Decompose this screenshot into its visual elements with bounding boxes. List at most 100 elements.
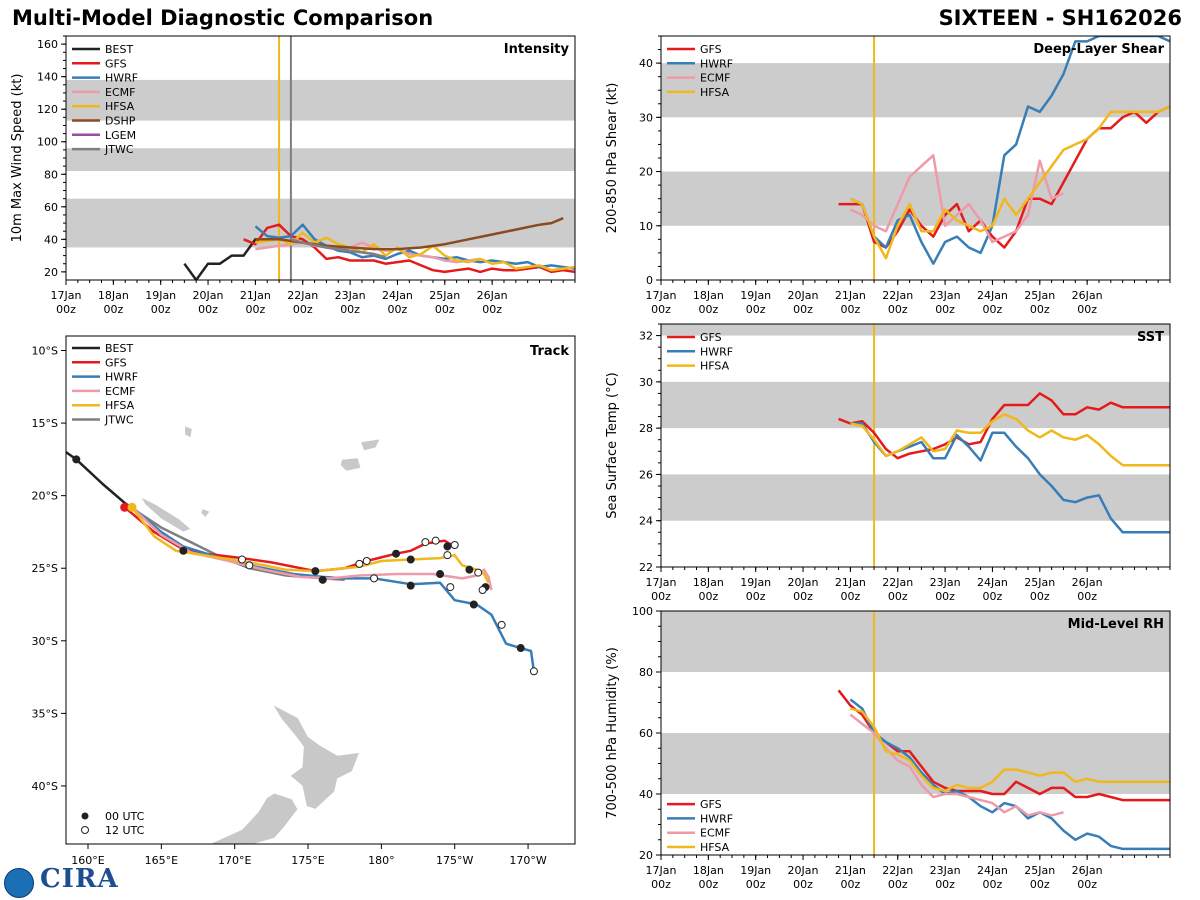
- y-tick-label: 32: [639, 330, 653, 343]
- panel-title: Track: [530, 344, 569, 359]
- series-line-hfsa: [255, 231, 575, 272]
- x-tick-label: 24Jan: [977, 864, 1008, 877]
- legend-label-gfs: GFS: [105, 356, 127, 369]
- shaded-band: [66, 148, 575, 172]
- x-tick-label: 00z: [888, 590, 908, 603]
- land-loyalty-islands: [200, 508, 211, 518]
- y-tick-label: 140: [37, 71, 58, 84]
- legend-label-jtwc: JTWC: [104, 143, 134, 156]
- track-frame: [65, 335, 576, 845]
- legend-label-ecmf: ECMF: [700, 827, 730, 840]
- x-tick-label: 00z: [435, 303, 455, 316]
- x-tick-label: 00z: [340, 303, 360, 316]
- x-tick-label: 18Jan: [693, 289, 724, 302]
- legend-label-hwrf: HWRF: [105, 72, 138, 85]
- track-marker-12utc: [421, 538, 430, 547]
- y-tick-label: 40: [639, 788, 653, 801]
- legend-label-best: BEST: [105, 43, 133, 56]
- series-line-hwrf: [849, 36, 1170, 265]
- lat-tick-label: 15°S: [32, 417, 58, 430]
- legend-label-lgem: LGEM: [105, 129, 136, 142]
- x-tick-label: 20Jan: [788, 576, 819, 589]
- track-marker-00utc: [406, 581, 415, 590]
- track-marker-12utc: [529, 667, 538, 676]
- track-marker-00utc: [392, 549, 401, 558]
- y-tick-label: 30: [639, 376, 653, 389]
- legend-label-hfsa: HFSA: [105, 100, 135, 113]
- track-marker-12utc: [478, 586, 487, 594]
- x-tick-label: 22Jan: [287, 289, 318, 302]
- y-axis-label: 10m Max Wind Speed (kt): [10, 74, 25, 243]
- x-tick-label: 00z: [793, 878, 813, 891]
- legend-label-best: BEST: [105, 342, 133, 355]
- track-marker-00utc: [469, 600, 478, 609]
- noaa-seal-icon: [4, 868, 34, 898]
- x-tick-label: 00z: [793, 303, 813, 316]
- y-tick-label: 40: [44, 233, 58, 246]
- intensity-panel: 2040608010012014016017Jan00z18Jan00z19Ja…: [10, 35, 576, 316]
- x-tick-label: 17Jan: [646, 576, 677, 589]
- x-tick-label: 22Jan: [882, 576, 913, 589]
- legend-label-ecmf: ECMF: [700, 72, 730, 85]
- x-tick-label: 21Jan: [835, 864, 866, 877]
- land-fiji-vanualevu: [360, 438, 381, 452]
- shear-series: [838, 36, 1170, 265]
- shaded-band: [66, 79, 575, 121]
- y-axis-label: 700-500 hPa Humidity (%): [605, 647, 620, 819]
- lon-tick-label: 180°: [368, 854, 395, 867]
- x-tick-label: 21Jan: [835, 576, 866, 589]
- x-tick-label: 21Jan: [240, 289, 271, 302]
- track-marker-00utc: [318, 575, 327, 584]
- legend-marker-12utc: [81, 826, 89, 834]
- x-tick-label: 24Jan: [977, 289, 1008, 302]
- figure-title: Multi-Model Diagnostic Comparison: [12, 6, 434, 30]
- logo: CIRA: [4, 864, 124, 898]
- shaded-band: [661, 611, 1170, 672]
- legend-label-00utc: 00 UTC: [105, 810, 145, 823]
- x-tick-label: 17Jan: [51, 289, 82, 302]
- track-marker-12utc: [370, 574, 379, 583]
- x-tick-label: 00z: [841, 303, 861, 316]
- x-tick-label: 20Jan: [788, 864, 819, 877]
- series-line-hfsa: [850, 413, 1170, 467]
- y-tick-label: 100: [37, 136, 58, 149]
- current-position-hfsa: [127, 502, 137, 512]
- legend-label-dshp: DSHP: [105, 115, 136, 128]
- x-tick-label: 21Jan: [835, 289, 866, 302]
- x-tick-label: 00z: [1030, 303, 1050, 316]
- legend-label-12utc: 12 UTC: [105, 824, 145, 837]
- lat-tick-label: 10°S: [32, 345, 58, 358]
- legend-label-hwrf: HWRF: [700, 812, 733, 825]
- x-tick-label: 22Jan: [882, 864, 913, 877]
- y-tick-label: 24: [639, 515, 653, 528]
- legend-label-hwrf: HWRF: [105, 371, 138, 384]
- y-tick-label: 28: [639, 422, 653, 435]
- panel-title: Intensity: [504, 42, 570, 57]
- track-marker-12utc: [355, 559, 364, 568]
- lon-tick-label: 165°E: [145, 854, 178, 867]
- y-tick-label: 20: [639, 849, 653, 862]
- track-marker-00utc: [516, 644, 525, 653]
- track-marker-12utc: [474, 568, 483, 577]
- x-tick-label: 25Jan: [1024, 576, 1055, 589]
- y-tick-label: 26: [639, 468, 653, 481]
- x-tick-label: 24Jan: [382, 289, 413, 302]
- land-new-zealand-north: [271, 703, 360, 810]
- series-line-hwrf: [254, 223, 575, 270]
- map-content: [66, 425, 538, 844]
- series-line-gfs: [837, 689, 1170, 802]
- x-tick-label: 00z: [56, 303, 76, 316]
- x-tick-label: 23Jan: [930, 289, 961, 302]
- x-tick-label: 00z: [1077, 303, 1097, 316]
- x-tick-label: 23Jan: [930, 576, 961, 589]
- series-line-ecmf: [849, 713, 1064, 817]
- x-tick-label: 00z: [293, 303, 313, 316]
- x-tick-label: 17Jan: [646, 289, 677, 302]
- y-axis-label: Sea Surface Temp (°C): [605, 372, 620, 519]
- x-tick-label: 00z: [1030, 590, 1050, 603]
- y-tick-label: 80: [44, 168, 58, 181]
- track-marker-12utc: [362, 556, 371, 565]
- y-tick-label: 30: [639, 111, 653, 124]
- shaded-band: [661, 63, 1170, 118]
